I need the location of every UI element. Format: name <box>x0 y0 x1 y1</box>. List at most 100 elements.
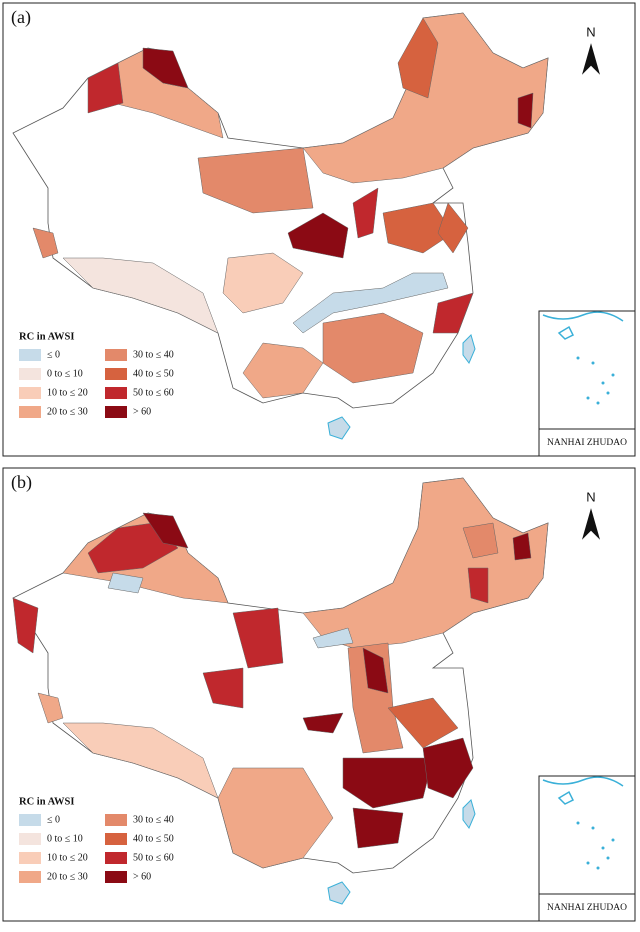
legend-swatch <box>19 368 41 380</box>
region <box>12 597 39 654</box>
legend-label: ≤ 0 <box>47 349 60 360</box>
panel-label: (a) <box>11 7 31 28</box>
legend-swatch <box>19 814 41 826</box>
hainan <box>327 881 351 905</box>
legend-label: 40 to ≤ 50 <box>133 833 174 844</box>
region <box>352 187 379 239</box>
north-arrow <box>581 508 601 540</box>
island <box>611 373 615 377</box>
legend-label: 20 to ≤ 30 <box>47 406 88 417</box>
legend-label: 10 to ≤ 20 <box>47 387 88 398</box>
legend-label: 30 to ≤ 40 <box>133 814 174 825</box>
legend-swatch <box>19 852 41 864</box>
region <box>107 572 144 594</box>
region <box>467 567 489 604</box>
region <box>62 722 219 799</box>
legend-swatch <box>19 406 41 418</box>
legend-swatch <box>105 871 127 883</box>
legend-swatch <box>19 387 41 399</box>
legend-label: 0 to ≤ 10 <box>47 833 83 844</box>
legend-swatch <box>105 814 127 826</box>
island <box>576 356 580 360</box>
legend-label: 0 to ≤ 10 <box>47 368 83 379</box>
region <box>437 202 469 254</box>
island <box>586 861 590 865</box>
region <box>87 62 124 114</box>
legend-label: 30 to ≤ 40 <box>133 349 174 360</box>
island <box>576 821 580 825</box>
region <box>62 257 219 334</box>
legend-swatch <box>19 833 41 845</box>
island <box>596 866 600 870</box>
region <box>342 757 434 809</box>
legend-swatch <box>105 852 127 864</box>
inset-label-box <box>538 893 636 922</box>
inset-label-box <box>538 428 636 457</box>
legend-label: 40 to ≤ 50 <box>133 368 174 379</box>
legend-label: ≤ 0 <box>47 814 60 825</box>
region <box>347 642 404 754</box>
island <box>601 381 605 385</box>
region <box>387 697 459 749</box>
region <box>32 227 59 259</box>
legend-title: RC in AWSI <box>19 331 74 342</box>
island <box>606 391 610 395</box>
legend-swatch <box>105 349 127 361</box>
region <box>302 712 344 734</box>
map-panel: (a) N NANHAI ZHUDAO RC in AWSI ≤ 0 0 to ≤ 10 1… <box>2 2 636 457</box>
island <box>611 838 615 842</box>
region <box>217 767 334 869</box>
region <box>197 147 314 214</box>
region <box>422 737 474 799</box>
region <box>287 212 349 259</box>
region <box>292 272 449 334</box>
legend-label: 50 to ≤ 60 <box>133 852 174 863</box>
region <box>517 92 534 129</box>
legend-swatch <box>105 368 127 380</box>
region <box>382 202 454 254</box>
region <box>142 47 189 89</box>
panel-label: (b) <box>11 472 32 493</box>
taiwan <box>462 799 476 829</box>
region <box>512 532 532 561</box>
island <box>596 401 600 405</box>
inset-label: NANHAI ZHUDAO <box>547 903 627 913</box>
legend-swatch <box>105 833 127 845</box>
legend-label: 10 to ≤ 20 <box>47 852 88 863</box>
region <box>432 292 474 334</box>
inset-coast <box>542 776 624 805</box>
island <box>601 846 605 850</box>
island <box>591 361 595 365</box>
region <box>362 647 389 694</box>
region <box>312 627 354 649</box>
region <box>242 342 324 399</box>
island <box>586 396 590 400</box>
legend-label: > 60 <box>133 406 151 417</box>
region <box>142 512 189 549</box>
inset-label: NANHAI ZHUDAO <box>547 438 627 448</box>
region <box>222 252 304 314</box>
region <box>87 522 179 574</box>
legend-label: 20 to ≤ 30 <box>47 871 88 882</box>
north-label: N <box>586 489 595 504</box>
region <box>37 692 64 724</box>
legend-label: > 60 <box>133 871 151 882</box>
region <box>397 17 439 99</box>
legend-label: 50 to ≤ 60 <box>133 387 174 398</box>
inset-coast <box>542 311 624 340</box>
region <box>202 667 244 709</box>
legend-title: RC in AWSI <box>19 796 74 807</box>
north-arrow <box>581 43 601 75</box>
hainan <box>327 416 351 440</box>
taiwan <box>462 334 476 364</box>
region <box>462 522 499 559</box>
north-label: N <box>586 24 595 39</box>
map-panel: (b) N NANHAI ZHUDAO RC in AWSI ≤ 0 0 to ≤ 10 1… <box>2 467 636 922</box>
legend-swatch <box>19 349 41 361</box>
island <box>606 856 610 860</box>
island <box>591 826 595 830</box>
legend-swatch <box>105 406 127 418</box>
legend-swatch <box>105 387 127 399</box>
legend-swatch <box>19 871 41 883</box>
